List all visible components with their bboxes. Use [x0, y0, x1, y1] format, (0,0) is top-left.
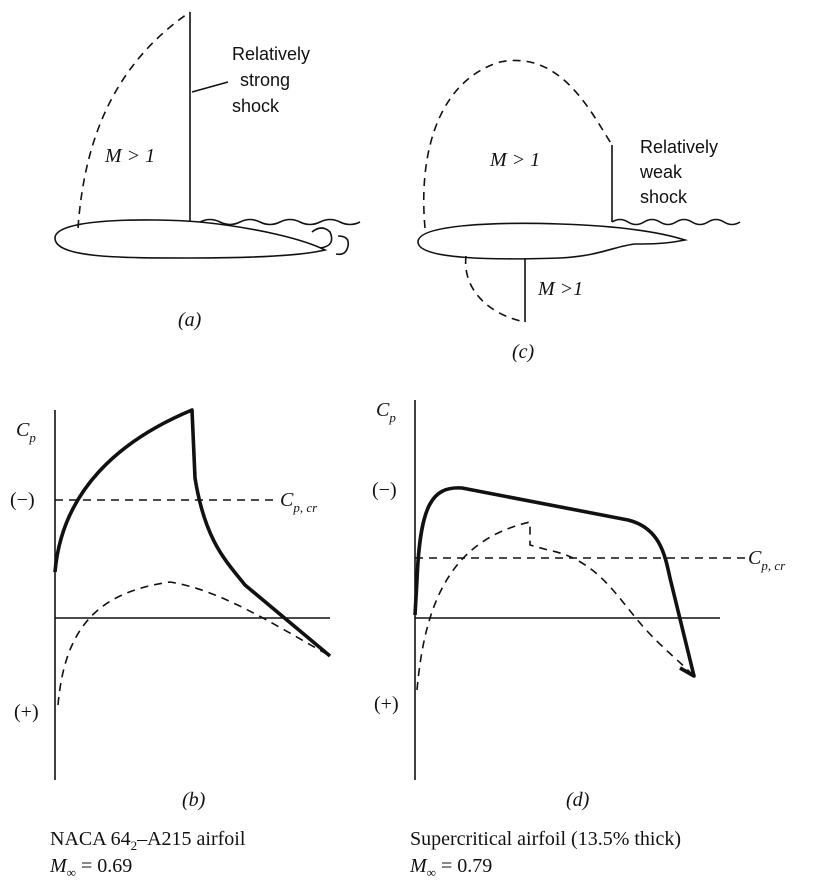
panel-b: Cp (−) (+) Cp, cr (b) NACA 642–A215 airf… [10, 408, 332, 880]
y-axis-label: Cp [16, 419, 36, 445]
panel-label: (c) [512, 341, 535, 363]
region-label: M >1 [537, 278, 583, 300]
shock-label: shock [640, 187, 688, 207]
wake [611, 218, 741, 226]
symbol: M [49, 855, 68, 877]
lower-sonic-line [464, 255, 526, 323]
subscript: p [388, 410, 396, 425]
upper-cp [53, 408, 332, 658]
upper-cp [413, 486, 696, 678]
critical-label: Cp, cr [748, 547, 786, 573]
wake [199, 218, 361, 226]
caption: NACA 642–A215 airfoil [50, 828, 246, 853]
subscript: ∞ [427, 865, 436, 880]
subscript: p [28, 430, 36, 445]
sonic-line [422, 59, 613, 229]
symbol: C [16, 419, 30, 441]
airfoil [54, 219, 328, 259]
symbol: C [748, 547, 762, 569]
caption-name: –A215 airfoil [136, 828, 246, 850]
lower-cp [57, 581, 331, 706]
mach: M∞ = 0.79 [409, 855, 492, 880]
sonic-line [77, 11, 191, 229]
mach: M∞ = 0.69 [49, 855, 132, 880]
y-axis-label: Cp [376, 399, 396, 425]
shock-label: Relatively [232, 44, 310, 64]
subscript: p, cr [760, 558, 786, 573]
minus-label: (−) [372, 479, 397, 501]
symbol: M [409, 855, 428, 877]
shock-label: strong [240, 70, 290, 90]
panel-c: Relatively weak shock M > 1 M >1 (c) [417, 59, 741, 363]
caption: Supercritical airfoil (13.5% thick) [410, 828, 681, 850]
symbol: C [376, 399, 390, 421]
region-label: M > 1 [104, 145, 155, 167]
airfoil [417, 222, 689, 260]
mach-value: = 0.79 [436, 855, 492, 877]
plus-label: (+) [14, 701, 39, 723]
panel-label: (b) [182, 789, 206, 811]
plus-label: (+) [374, 693, 399, 715]
panel-a: Relatively strong shock M > 1 (a) [54, 11, 361, 331]
symbol: C [280, 489, 294, 511]
subscript: ∞ [67, 865, 76, 880]
region-label: M > 1 [489, 149, 540, 171]
shock-label: Relatively [640, 137, 718, 157]
shock-label: shock [232, 96, 280, 116]
panel-label: (a) [178, 309, 202, 331]
leader [191, 81, 229, 93]
panel-label: (d) [566, 789, 590, 811]
minus-label: (−) [10, 489, 35, 511]
subscript: p, cr [292, 500, 318, 515]
lower-cp [416, 520, 695, 691]
caption-name: NACA 64 [50, 828, 131, 850]
separation [311, 227, 350, 256]
shock-label: weak [639, 162, 683, 182]
subscript: 2 [131, 838, 138, 853]
panel-d: Cp (−) (+) Cp, cr (d) Supercritical airf… [372, 399, 786, 880]
mach-value: = 0.69 [76, 855, 132, 877]
critical-label: Cp, cr [280, 489, 318, 515]
